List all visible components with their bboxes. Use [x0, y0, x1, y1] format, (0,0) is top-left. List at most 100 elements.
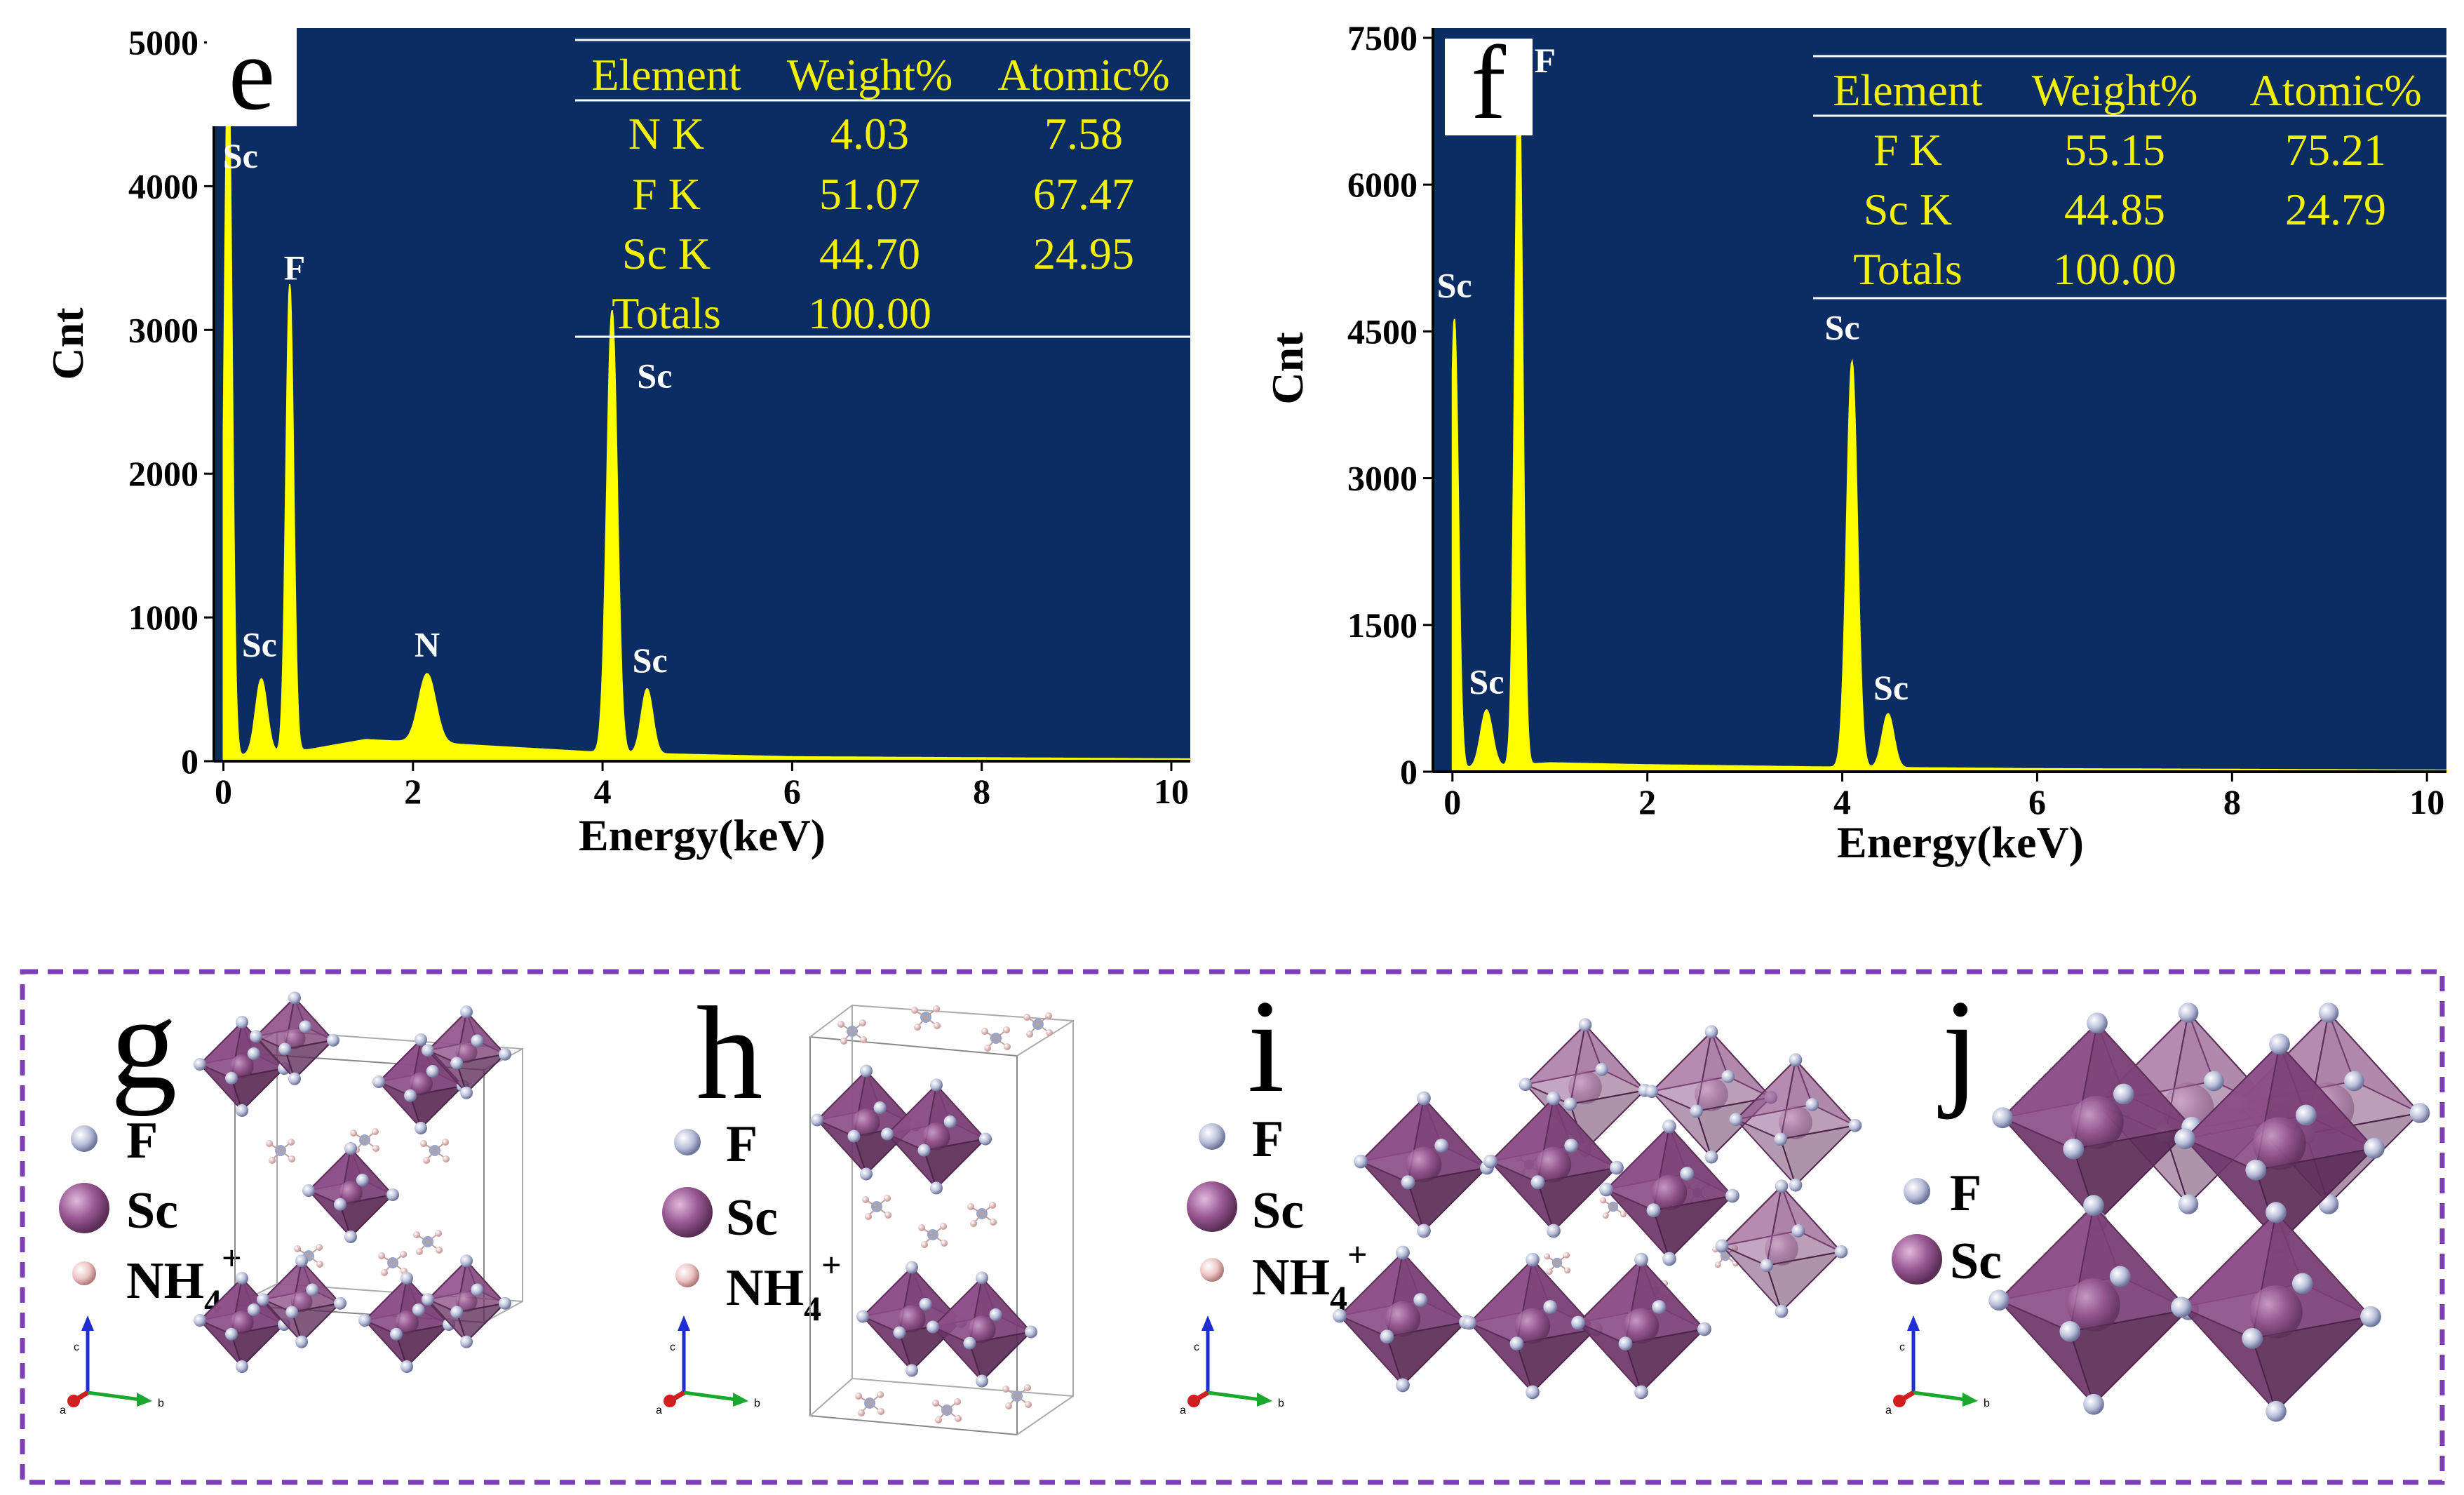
structure-panel-i: i F Sc NH4+ c a b: [1180, 973, 1862, 1416]
structures-dashed-border: [20, 969, 2445, 1485]
y-tick-label: 1000: [128, 598, 198, 637]
x-axis-label-e: Energy(keV): [579, 810, 826, 860]
legend-label-sc: Sc: [1252, 1182, 1304, 1240]
legend-nh4-atom-icon: [72, 1261, 96, 1285]
y-tick-label: 4000: [128, 166, 198, 206]
legend-label-f: F: [726, 1115, 758, 1173]
y-tick-label: 5000: [128, 22, 198, 62]
peak-label: Sc: [637, 356, 672, 395]
axis-label-b: b: [1278, 1397, 1284, 1409]
table-header-atomic-e: Atomic%: [997, 50, 1169, 100]
plot-area-f: [1433, 28, 2446, 772]
legend-f-atom-icon: [71, 1125, 97, 1152]
spectrum-e: [222, 45, 1191, 762]
x-tick-label: 0: [1443, 782, 1461, 822]
structure-panel-g: g F Sc NH4+ c a b: [59, 970, 523, 1416]
y-tick-label: 0: [181, 742, 198, 781]
legend-sc-atom-icon: [1187, 1181, 1237, 1232]
peak-labels-e: Sc F Sc N Sc Sc: [223, 136, 673, 680]
x-tick-label: 8: [973, 772, 990, 811]
legend-f-atom-icon: [1904, 1178, 1930, 1205]
table-header-element-e: Element: [591, 50, 741, 100]
y-tick-label: 3000: [128, 310, 198, 349]
axis-label-c: c: [74, 1341, 79, 1353]
x-ticks-e: 0 2 4 6 8 10: [215, 761, 1189, 811]
crystal-structure-j: [1988, 1003, 2430, 1422]
table-header-weight-f: Weight%: [2032, 65, 2198, 115]
panel-letter-g: g: [111, 970, 177, 1117]
legend-label-f: F: [126, 1112, 158, 1169]
table-cell: Sc K: [1864, 185, 1952, 234]
table-cell: 100.00: [2053, 244, 2176, 294]
table-header-weight-e: Weight%: [787, 50, 953, 100]
legend-label-f: F: [1950, 1165, 1981, 1222]
x-tick-label: 6: [783, 772, 801, 811]
x-axis-label-f: Energy(keV): [1837, 817, 2084, 867]
table-cell: 24.95: [1033, 229, 1134, 279]
table-cell: 24.79: [2285, 185, 2386, 234]
axis-label-c: c: [1194, 1341, 1199, 1353]
legend-label-sc: Sc: [726, 1189, 778, 1247]
table-cell: F K: [632, 169, 701, 219]
peak-label: Sc: [223, 136, 258, 175]
panel-letter-h: h: [696, 980, 763, 1127]
panel-letter-box-e: [207, 28, 297, 126]
table-cell: 55.15: [2064, 125, 2165, 175]
y-tick-label: 6000: [1347, 165, 1418, 204]
y-tick-label: 4500: [1347, 311, 1418, 351]
peak-labels-f: Sc F Sc Sc Sc: [1437, 41, 1908, 707]
table-cell: F K: [1873, 125, 1942, 175]
y-tick-label: 0: [1400, 752, 1418, 791]
table-cell: Sc K: [622, 229, 711, 279]
legend-nh4-atom-icon: [1200, 1258, 1224, 1282]
axis-label-b: b: [754, 1397, 760, 1409]
table-cell: 75.21: [2285, 125, 2386, 175]
panel-letter-i: i: [1248, 973, 1285, 1120]
peak-label: Sc: [633, 641, 668, 680]
table-header-atomic-f: Atomic%: [2249, 65, 2421, 115]
axis-triad-g: c a b: [60, 1315, 164, 1416]
legend-label-nh4: NH4+: [726, 1245, 842, 1328]
legend-f-atom-icon: [674, 1129, 701, 1155]
axis-label-b: b: [1984, 1397, 1990, 1409]
chart-panel-f: 0 1500 3000 4500 6000 7500 0 2 4 6 8 10 Sc F Sc Sc Sc …: [1263, 18, 2447, 867]
peak-label: Sc: [1437, 266, 1472, 305]
x-tick-label: 6: [2028, 782, 2046, 822]
axis-label-c: c: [1899, 1341, 1905, 1353]
legend-nh4-atom-icon: [675, 1263, 699, 1287]
eds-table-e: Element Weight% Atomic% N K 4.03 7.58 F …: [575, 39, 1190, 338]
y-axis-label-e: Cnt: [43, 307, 93, 380]
peak-label: Sc: [1825, 308, 1860, 347]
x-tick-label: 10: [1154, 772, 1189, 811]
plot-area-e: [214, 28, 1190, 761]
x-tick-label: 10: [2409, 782, 2444, 822]
axis-triad-j: c a b: [1885, 1315, 1990, 1416]
legend-label-sc: Sc: [1950, 1233, 2002, 1290]
y-tick-label: 1500: [1347, 605, 1418, 645]
x-tick-label: 4: [594, 772, 612, 811]
legend-sc-atom-icon: [662, 1187, 713, 1238]
axis-label-a: a: [1885, 1405, 1892, 1416]
table-cell: 100.00: [808, 288, 931, 338]
legend-label-nh4: NH4+: [1252, 1235, 1368, 1318]
x-tick-label: 2: [404, 772, 422, 811]
table-cell: 51.07: [819, 169, 920, 219]
crystal-structure-i: [1333, 1018, 1862, 1400]
peak-label: Sc: [242, 624, 277, 664]
x-tick-label: 2: [1638, 782, 1656, 822]
panel-letter-e: e: [229, 15, 276, 132]
legend-sc-atom-icon: [1892, 1234, 1942, 1285]
axis-label-a: a: [1180, 1405, 1186, 1416]
spectrum-f: [1451, 61, 2447, 772]
x-tick-label: 0: [215, 772, 232, 811]
table-cell: 67.47: [1033, 169, 1134, 219]
axis-label-a: a: [656, 1405, 662, 1416]
x-ticks-f: 0 2 4 6 8 10: [1443, 772, 2444, 822]
table-cell: 4.03: [830, 109, 909, 159]
crystal-structure-g: [194, 991, 523, 1373]
table-cell: 44.85: [2064, 185, 2165, 234]
y-tick-label: 3000: [1347, 459, 1418, 498]
axis-triad-h: c a b: [656, 1315, 760, 1416]
table-header-element-f: Element: [1833, 65, 1982, 115]
